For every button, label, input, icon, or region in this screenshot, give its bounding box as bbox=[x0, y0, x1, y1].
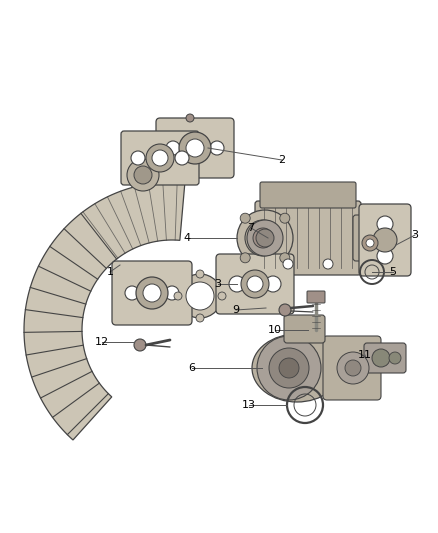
FancyBboxPatch shape bbox=[359, 204, 411, 276]
FancyBboxPatch shape bbox=[307, 291, 325, 303]
Circle shape bbox=[377, 216, 393, 232]
Circle shape bbox=[265, 276, 281, 292]
Circle shape bbox=[165, 286, 179, 300]
Polygon shape bbox=[24, 182, 185, 440]
Text: 11: 11 bbox=[358, 350, 372, 360]
Circle shape bbox=[240, 213, 250, 223]
FancyBboxPatch shape bbox=[260, 182, 356, 208]
Circle shape bbox=[210, 141, 224, 155]
Circle shape bbox=[323, 259, 333, 269]
Circle shape bbox=[218, 292, 226, 300]
Circle shape bbox=[279, 358, 299, 378]
Text: 13: 13 bbox=[242, 400, 256, 410]
Circle shape bbox=[377, 248, 393, 264]
Circle shape bbox=[237, 210, 293, 266]
Circle shape bbox=[366, 239, 374, 247]
Circle shape bbox=[245, 220, 281, 256]
Circle shape bbox=[337, 352, 369, 384]
Text: 5: 5 bbox=[389, 267, 396, 277]
FancyBboxPatch shape bbox=[323, 336, 381, 400]
Circle shape bbox=[143, 284, 161, 302]
Circle shape bbox=[345, 360, 361, 376]
Circle shape bbox=[166, 141, 180, 155]
Text: 7: 7 bbox=[247, 223, 254, 233]
Circle shape bbox=[253, 228, 273, 248]
Circle shape bbox=[152, 150, 168, 166]
Circle shape bbox=[196, 270, 204, 278]
Circle shape bbox=[136, 277, 168, 309]
Circle shape bbox=[389, 352, 401, 364]
Circle shape bbox=[131, 151, 145, 165]
Text: 3: 3 bbox=[215, 279, 222, 289]
Circle shape bbox=[186, 139, 204, 157]
Circle shape bbox=[186, 282, 214, 310]
Circle shape bbox=[146, 144, 174, 172]
Text: 6: 6 bbox=[188, 363, 195, 373]
Circle shape bbox=[279, 304, 291, 316]
Text: 4: 4 bbox=[184, 233, 191, 243]
FancyBboxPatch shape bbox=[255, 201, 361, 275]
FancyBboxPatch shape bbox=[353, 215, 387, 261]
Text: 9: 9 bbox=[233, 305, 240, 315]
Circle shape bbox=[174, 292, 182, 300]
Circle shape bbox=[229, 276, 245, 292]
FancyBboxPatch shape bbox=[216, 254, 294, 314]
Circle shape bbox=[178, 274, 222, 318]
FancyBboxPatch shape bbox=[112, 261, 192, 325]
Ellipse shape bbox=[252, 334, 342, 402]
Circle shape bbox=[134, 166, 152, 184]
Circle shape bbox=[186, 114, 194, 122]
Circle shape bbox=[372, 349, 390, 367]
Circle shape bbox=[256, 229, 274, 247]
Circle shape bbox=[280, 253, 290, 263]
FancyBboxPatch shape bbox=[156, 118, 234, 178]
Circle shape bbox=[179, 132, 211, 164]
FancyBboxPatch shape bbox=[364, 343, 406, 373]
Circle shape bbox=[241, 270, 269, 298]
Circle shape bbox=[175, 151, 189, 165]
Circle shape bbox=[362, 235, 378, 251]
Text: 1: 1 bbox=[106, 267, 113, 277]
Circle shape bbox=[247, 220, 283, 256]
Circle shape bbox=[269, 348, 309, 388]
Circle shape bbox=[283, 259, 293, 269]
Circle shape bbox=[196, 314, 204, 322]
Text: 12: 12 bbox=[95, 337, 109, 347]
Circle shape bbox=[280, 213, 290, 223]
Circle shape bbox=[247, 276, 263, 292]
FancyBboxPatch shape bbox=[284, 315, 325, 343]
Circle shape bbox=[125, 286, 139, 300]
Text: 2: 2 bbox=[279, 155, 286, 165]
Text: 10: 10 bbox=[268, 325, 282, 335]
Circle shape bbox=[134, 339, 146, 351]
Circle shape bbox=[240, 253, 250, 263]
Circle shape bbox=[127, 159, 159, 191]
FancyBboxPatch shape bbox=[121, 131, 199, 185]
Text: 3: 3 bbox=[411, 230, 418, 240]
Circle shape bbox=[373, 228, 397, 252]
Circle shape bbox=[257, 336, 321, 400]
